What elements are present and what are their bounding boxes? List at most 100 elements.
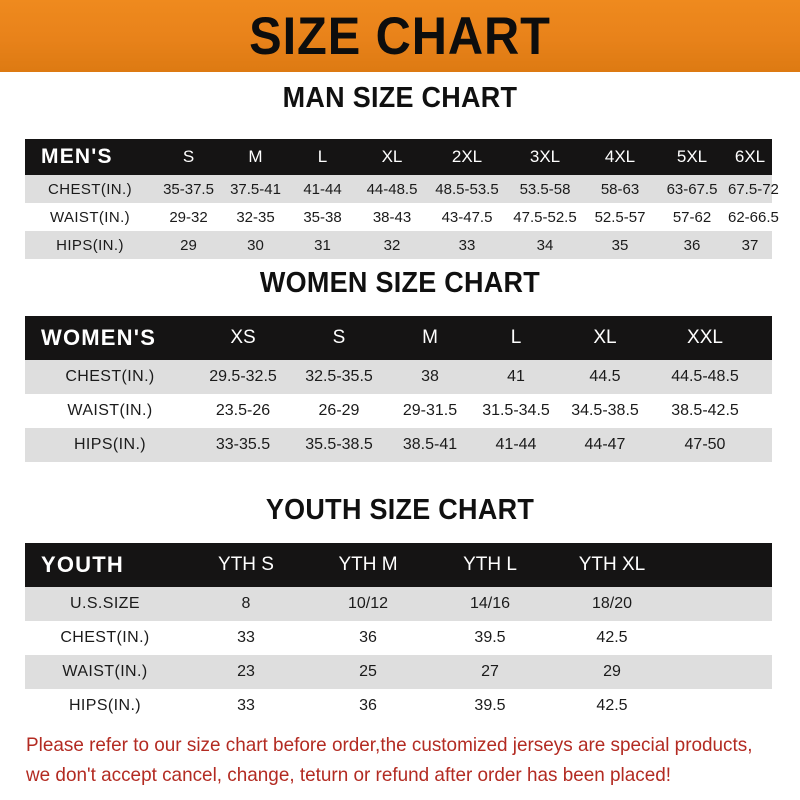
table-row: HIPS(IN.) 33-35.5 35.5-38.5 38.5-41 41-4…: [25, 428, 772, 462]
row-label: HIPS(IN.): [56, 236, 124, 254]
measurement-cell: 37.5-41: [230, 180, 281, 198]
measurement-cell: 48.5-53.5: [435, 180, 499, 198]
size-header-cell: M: [422, 327, 438, 348]
measurement-cell: 27: [481, 663, 499, 680]
measurement-cell: 47.5-52.5: [513, 208, 577, 226]
size-header-cell: 3XL: [529, 147, 561, 166]
table-header-row: MEN'S S M L XL 2XL 3XL 4XL 5XL 6XL: [25, 139, 772, 175]
measurement-cell: 29: [180, 236, 197, 254]
spacer-cell: [673, 689, 772, 723]
row-label: CHEST(IN.): [65, 368, 155, 385]
measurement-cell: 31: [314, 236, 331, 254]
size-header-cell: S: [182, 147, 195, 166]
measurement-cell: 30: [247, 236, 264, 254]
page-banner: SIZE CHART: [0, 0, 800, 72]
measurement-cell: 35-37.5: [163, 180, 214, 198]
measurement-cell: 57-62: [672, 208, 712, 226]
table-row: HIPS(IN.) 29 30 31 32 33 34 35 36 37: [25, 231, 772, 259]
measurement-cell: 36: [359, 697, 377, 714]
spacer-cell: [673, 621, 772, 655]
measurement-cell: 41-44: [495, 436, 537, 453]
measurement-cell: 34.5-38.5: [571, 402, 639, 419]
table-row: WAIST(IN.) 29-32 32-35 35-38 38-43 43-47…: [25, 203, 779, 231]
spacer-cell: [759, 394, 772, 428]
measurement-cell: 36: [683, 236, 701, 254]
measurement-cell: 38: [421, 368, 439, 385]
men-corner-label: MEN'S: [41, 145, 113, 168]
table-row: CHEST(IN.) 33 36 39.5 42.5: [25, 621, 772, 655]
measurement-cell: 29: [603, 663, 621, 680]
order-policy-note: Please refer to our size chart before or…: [26, 731, 755, 790]
size-header-cell: XS: [230, 327, 256, 348]
measurement-cell: 23.5-26: [215, 402, 271, 419]
size-header-cell: S: [332, 327, 346, 348]
measurement-cell: 39.5: [474, 629, 506, 646]
measurement-cell: 14/16: [469, 595, 511, 612]
measurement-cell: 35: [611, 236, 629, 254]
measurement-cell: 32: [383, 236, 401, 254]
size-header-cell: L: [510, 327, 522, 348]
table-header-row: YOUTH YTH S YTH M YTH L YTH XL: [25, 543, 772, 587]
row-label: WAIST(IN.): [49, 208, 131, 226]
size-header-cell: YTH XL: [578, 554, 646, 575]
size-header-cell: 5XL: [676, 147, 708, 166]
note-line-2: we don't accept cancel, change, teturn o…: [26, 763, 672, 786]
measurement-cell: 43-47.5: [441, 208, 493, 226]
measurement-cell: 33: [237, 697, 255, 714]
youth-size-table: YOUTH YTH S YTH M YTH L YTH XL U.S.SIZE …: [25, 543, 772, 723]
table-row: WAIST(IN.) 23.5-26 26-29 29-31.5 31.5-34…: [25, 394, 772, 428]
spacer-cell: [673, 587, 772, 621]
measurement-cell: 35.5-38.5: [305, 436, 373, 453]
measurement-cell: 33: [237, 629, 255, 646]
measurement-cell: 36: [359, 629, 377, 646]
row-label: WAIST(IN.): [67, 402, 153, 419]
row-label: CHEST(IN.): [60, 629, 150, 646]
note-line-1: Please refer to our size chart before or…: [26, 734, 753, 756]
size-header-cell: XXL: [687, 327, 723, 348]
measurement-cell: 10/12: [347, 595, 389, 612]
man-size-table: MEN'S S M L XL 2XL 3XL 4XL 5XL 6XL CHEST…: [25, 139, 779, 259]
size-header-cell: M: [248, 147, 263, 166]
measurement-cell: 39.5: [474, 697, 506, 714]
measurement-cell: 25: [359, 663, 377, 680]
women-size-table: WOMEN'S XS S M L XL XXL CHEST(IN.) 29.5-…: [25, 316, 772, 462]
row-label: HIPS(IN.): [73, 436, 147, 453]
measurement-cell: 44-47: [584, 436, 626, 453]
measurement-cell: 29-31.5: [402, 402, 458, 419]
measurement-cell: 37: [741, 236, 759, 254]
measurement-cell: 32.5-35.5: [305, 368, 373, 385]
spacer-cell: [759, 428, 772, 462]
measurement-cell: 63-67.5: [666, 180, 718, 198]
measurement-cell: 38-43: [372, 208, 412, 226]
size-header-cell: L: [317, 147, 328, 166]
measurement-cell: 23: [237, 663, 255, 680]
women-section-title: WOMEN SIZE CHART: [259, 267, 541, 299]
row-label: U.S.SIZE: [70, 595, 140, 612]
measurement-cell: 38.5-41: [402, 436, 458, 453]
measurement-cell: 67.5-72: [728, 180, 779, 198]
measurement-cell: 41: [507, 368, 525, 385]
measurement-cell: 38.5-42.5: [671, 402, 739, 419]
measurement-cell: 47-50: [684, 436, 726, 453]
spacer-cell: [673, 655, 772, 689]
table-row: U.S.SIZE 8 10/12 14/16 18/20: [25, 587, 772, 621]
row-label: HIPS(IN.): [68, 697, 142, 714]
measurement-cell: 8: [241, 595, 251, 612]
measurement-cell: 52.5-57: [594, 208, 646, 226]
table-header-row: WOMEN'S XS S M L XL XXL: [25, 316, 772, 360]
measurement-cell: 34: [536, 236, 554, 254]
page-title: SIZE CHART: [249, 6, 551, 66]
measurement-cell: 44-48.5: [366, 180, 418, 198]
size-header-cell: 2XL: [451, 147, 483, 166]
measurement-cell: 29.5-32.5: [209, 368, 277, 385]
size-header-cell: XL: [381, 147, 403, 166]
size-header-cell: 6XL: [734, 147, 766, 166]
size-header-cell: 4XL: [604, 147, 636, 166]
size-header-cell: YTH L: [463, 554, 517, 575]
table-row: CHEST(IN.) 29.5-32.5 32.5-35.5 38 41 44.…: [25, 360, 772, 394]
row-label: CHEST(IN.): [48, 180, 132, 198]
measurement-cell: 26-29: [318, 402, 360, 419]
measurement-cell: 33-35.5: [215, 436, 271, 453]
measurement-cell: 44.5-48.5: [671, 368, 739, 385]
